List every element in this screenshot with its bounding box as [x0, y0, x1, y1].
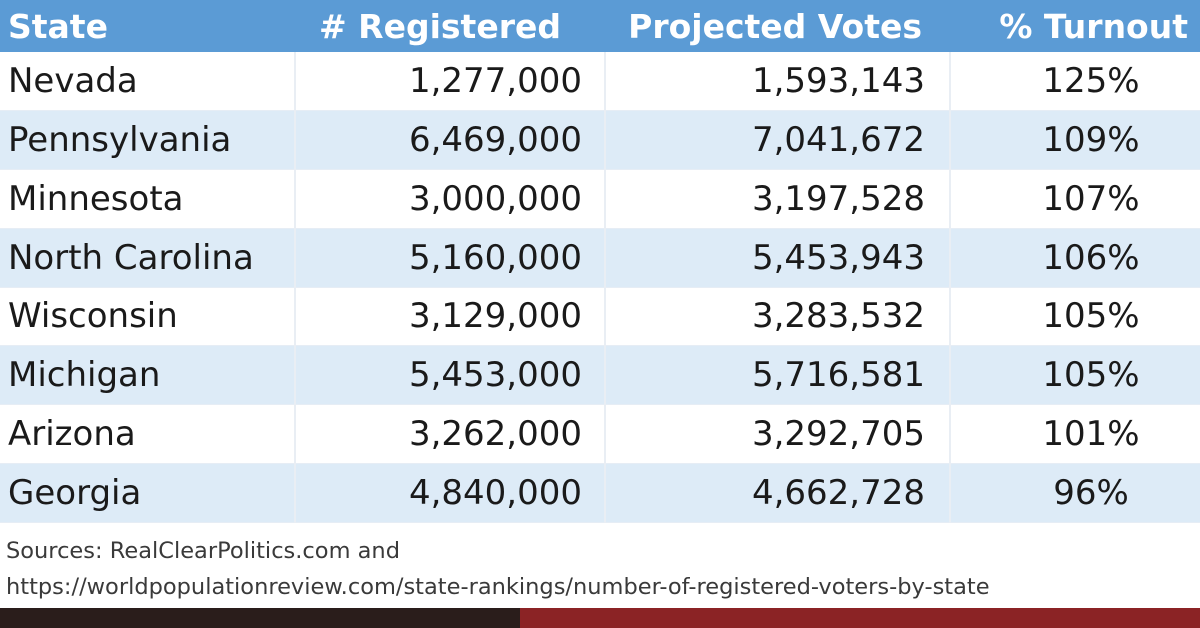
table-row: Nevada 1,277,000 1,593,143 125%: [0, 52, 1200, 112]
column-header-state: State: [8, 6, 108, 46]
cell-registered: 3,129,000: [295, 287, 606, 347]
sources-line-2: https://worldpopulationreview.com/state-…: [6, 574, 990, 600]
cell-projected: 3,292,705: [605, 404, 951, 464]
cell-projected: 5,716,581: [605, 345, 951, 405]
video-frame-strip: [0, 608, 1200, 628]
data-table: State # Registered Projected Votes % Tur…: [0, 0, 1200, 523]
cell-registered: 3,000,000: [295, 169, 606, 229]
red-background-region: [520, 608, 1200, 628]
cell-turnout: 107%: [950, 169, 1200, 229]
header-row: State # Registered Projected Votes % Tur…: [0, 0, 1200, 52]
column-header-projected-votes: Projected Votes: [628, 6, 922, 46]
sources-line-1: Sources: RealClearPolitics.com and: [6, 538, 400, 564]
cell-state: North Carolina: [0, 228, 296, 288]
cell-registered: 1,277,000: [295, 52, 606, 112]
cell-turnout: 105%: [950, 345, 1200, 405]
table-row: Pennsylvania 6,469,000 7,041,672 109%: [0, 110, 1200, 170]
cell-turnout: 96%: [950, 463, 1200, 523]
cell-projected: 3,197,528: [605, 169, 951, 229]
column-header-turnout: % Turnout: [999, 6, 1188, 46]
cell-state: Arizona: [0, 404, 296, 464]
cell-registered: 3,262,000: [295, 404, 606, 464]
table-row: Minnesota 3,000,000 3,197,528 107%: [0, 169, 1200, 229]
table-row: Georgia 4,840,000 4,662,728 96%: [0, 463, 1200, 523]
table-row: Michigan 5,453,000 5,716,581 105%: [0, 345, 1200, 405]
cell-turnout: 101%: [950, 404, 1200, 464]
cell-registered: 5,160,000: [295, 228, 606, 288]
cell-turnout: 106%: [950, 228, 1200, 288]
cell-registered: 6,469,000: [295, 110, 606, 170]
column-header-registered: # Registered: [319, 6, 561, 46]
cell-state: Michigan: [0, 345, 296, 405]
cell-turnout: 109%: [950, 110, 1200, 170]
cell-projected: 3,283,532: [605, 287, 951, 347]
cell-projected: 4,662,728: [605, 463, 951, 523]
table-body: Nevada 1,277,000 1,593,143 125% Pennsylvania…: [0, 52, 1200, 523]
cell-turnout: 125%: [950, 52, 1200, 112]
cell-registered: 4,840,000: [295, 463, 606, 523]
table-row: Arizona 3,262,000 3,292,705 101%: [0, 404, 1200, 464]
cell-projected: 7,041,672: [605, 110, 951, 170]
table-row: North Carolina 5,160,000 5,453,943 106%: [0, 228, 1200, 288]
cell-state: Georgia: [0, 463, 296, 523]
cell-turnout: 105%: [950, 287, 1200, 347]
sources-note: Sources: RealClearPolitics.com and https…: [6, 533, 1196, 605]
dark-background-region: [0, 608, 520, 628]
cell-registered: 5,453,000: [295, 345, 606, 405]
cell-projected: 1,593,143: [605, 52, 951, 112]
cell-state: Wisconsin: [0, 287, 296, 347]
cell-projected: 5,453,943: [605, 228, 951, 288]
cell-state: Pennsylvania: [0, 110, 296, 170]
cell-state: Minnesota: [0, 169, 296, 229]
cell-state: Nevada: [0, 52, 296, 112]
table-row: Wisconsin 3,129,000 3,283,532 105%: [0, 287, 1200, 347]
